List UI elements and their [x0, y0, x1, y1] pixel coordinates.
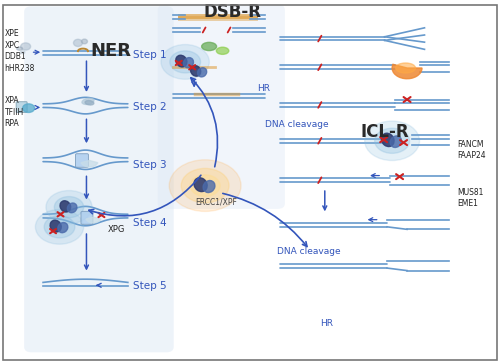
Text: NER: NER [90, 42, 131, 60]
Ellipse shape [50, 220, 62, 232]
Text: XPG: XPG [108, 225, 126, 234]
Text: XPE
XPC
DDB1
hHR238: XPE XPC DDB1 hHR238 [4, 29, 35, 73]
FancyBboxPatch shape [81, 211, 93, 224]
Ellipse shape [202, 42, 216, 51]
Ellipse shape [16, 47, 22, 50]
Ellipse shape [184, 58, 194, 68]
Text: Step 3: Step 3 [133, 160, 166, 170]
Text: DSB-R: DSB-R [204, 3, 262, 21]
Ellipse shape [58, 223, 68, 233]
Ellipse shape [190, 66, 200, 76]
Text: Step 5: Step 5 [133, 281, 166, 291]
Ellipse shape [216, 47, 229, 54]
Ellipse shape [68, 203, 77, 213]
Text: DNA cleavage: DNA cleavage [278, 248, 341, 256]
Circle shape [36, 210, 84, 244]
Ellipse shape [74, 39, 82, 46]
Circle shape [170, 51, 200, 73]
Circle shape [46, 190, 92, 224]
Ellipse shape [20, 51, 25, 54]
Circle shape [20, 43, 30, 50]
Circle shape [181, 168, 229, 203]
Ellipse shape [82, 39, 87, 44]
Wedge shape [86, 217, 101, 223]
Wedge shape [392, 64, 422, 79]
Circle shape [161, 45, 210, 79]
Text: Step 1: Step 1 [133, 50, 166, 60]
Text: DNA cleavage: DNA cleavage [265, 120, 328, 129]
Ellipse shape [203, 181, 215, 193]
Text: Step 2: Step 2 [133, 102, 166, 112]
Circle shape [364, 121, 420, 160]
FancyBboxPatch shape [158, 4, 285, 209]
Text: HR: HR [258, 84, 270, 93]
FancyBboxPatch shape [76, 154, 88, 167]
Ellipse shape [382, 133, 394, 147]
Circle shape [374, 128, 410, 153]
Circle shape [54, 197, 84, 218]
Wedge shape [81, 160, 98, 167]
Text: FANCM
FAAP24: FANCM FAAP24 [458, 139, 486, 160]
Ellipse shape [82, 98, 94, 104]
Ellipse shape [60, 201, 70, 212]
Ellipse shape [176, 55, 187, 67]
FancyBboxPatch shape [24, 6, 174, 352]
Text: ICL-R: ICL-R [360, 123, 409, 141]
Text: HR: HR [320, 319, 333, 328]
Text: XPA
TFIIH
RPA: XPA TFIIH RPA [4, 96, 24, 128]
Circle shape [169, 160, 241, 211]
Text: Step 4: Step 4 [133, 218, 166, 228]
Text: MUS81
EME1: MUS81 EME1 [458, 188, 484, 209]
Circle shape [22, 104, 34, 113]
Circle shape [44, 216, 75, 238]
Ellipse shape [390, 136, 402, 147]
FancyBboxPatch shape [16, 102, 27, 113]
Ellipse shape [85, 101, 94, 105]
Ellipse shape [396, 63, 415, 73]
Text: ERCC1/XPF: ERCC1/XPF [195, 197, 237, 206]
Ellipse shape [198, 68, 206, 77]
Circle shape [190, 175, 220, 196]
Ellipse shape [194, 178, 207, 191]
